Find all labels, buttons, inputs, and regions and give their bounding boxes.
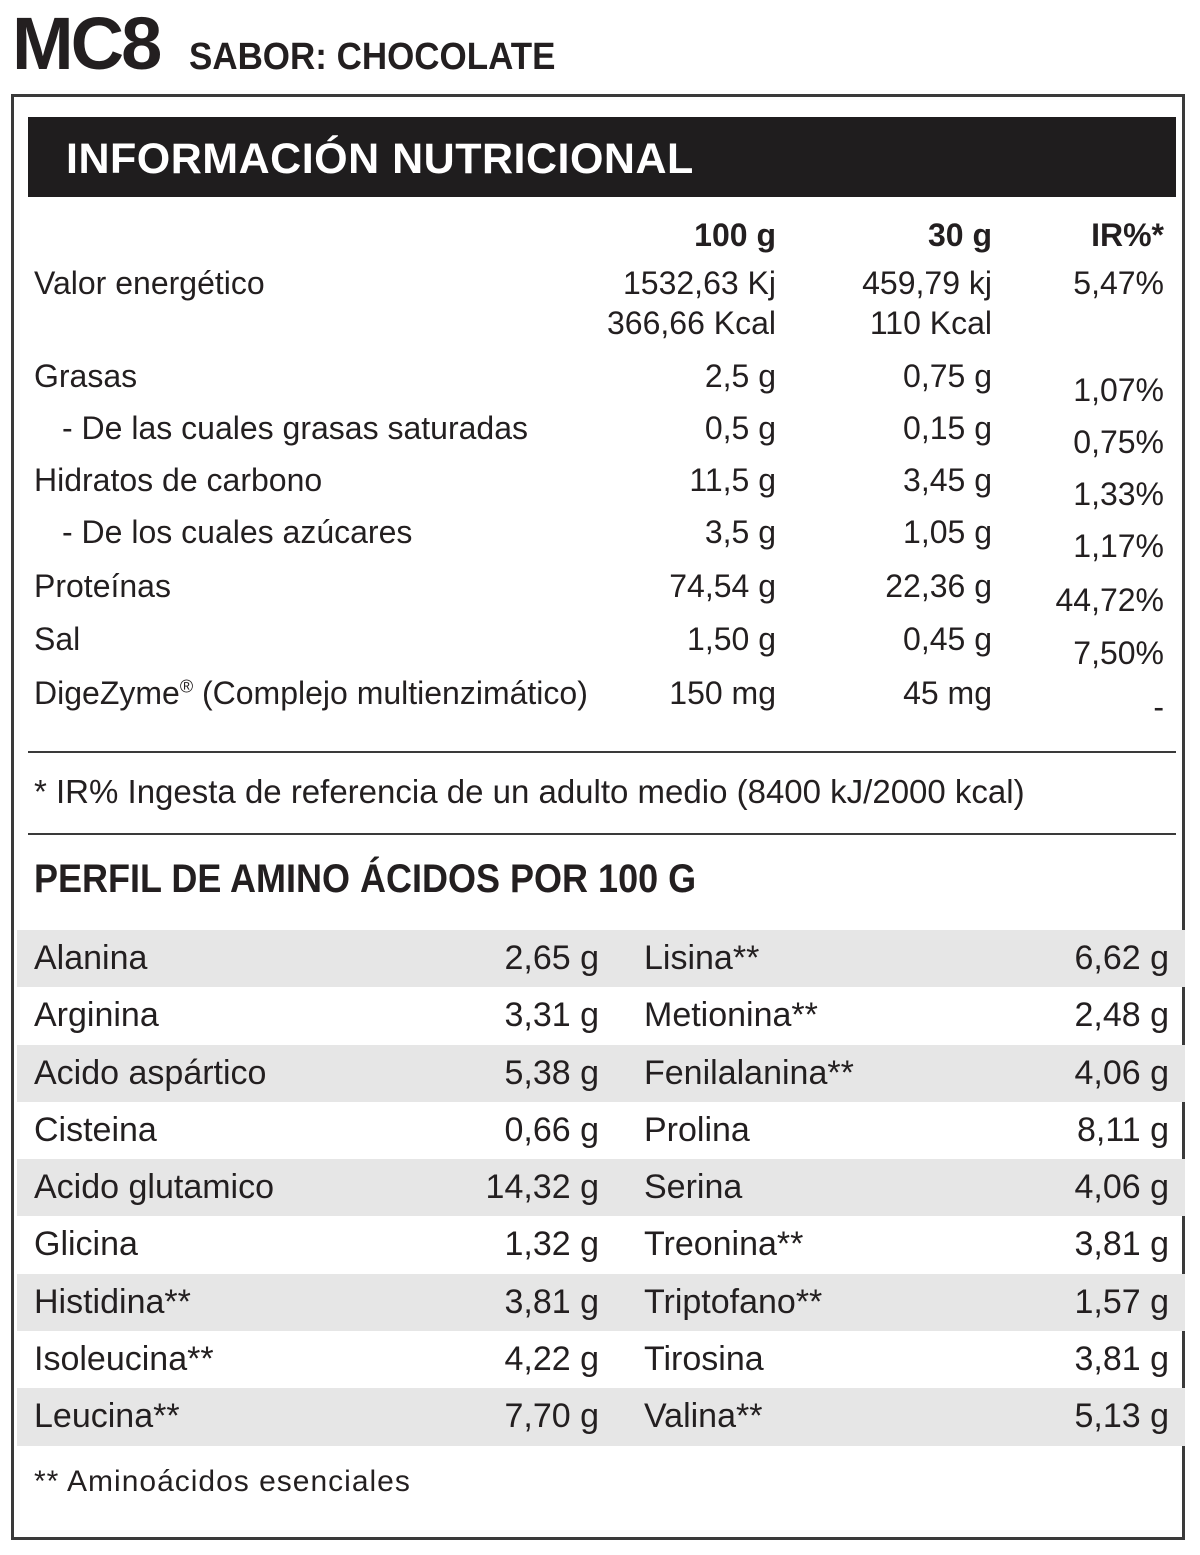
table-row: Acido aspártico 5,38 g Fenilalanina** 4,… [17, 1044, 1185, 1102]
amino-value: 1,57 g [1074, 1282, 1169, 1321]
nutrient-value-30g: 0,45 g [903, 621, 992, 657]
nutrient-ir: 44,72% [1055, 582, 1164, 618]
table-row: Histidina** 3,81 g Triptofano** 1,57 g [17, 1273, 1185, 1332]
nutrient-label: Valor energético [34, 265, 265, 301]
digezyme-name: DigeZyme [34, 675, 180, 711]
amino-value: 3,81 g [504, 1282, 599, 1321]
amino-value: 8,11 g [1076, 1110, 1169, 1149]
nutrient-value-30g: 22,36 g [885, 568, 992, 604]
amino-value: 0,66 g [504, 1110, 599, 1149]
nutrient-value-100g: 3,5 g [704, 514, 776, 550]
nutrient-sublabel: - De los cuales azúcares [62, 514, 413, 550]
nutrient-value-30g-kcal: 110 Kcal [869, 305, 992, 341]
table-row: Cisteina 0,66 g Prolina 8,11 g [17, 1102, 1185, 1159]
amino-name: Isoleucina** [34, 1340, 214, 1379]
nutrient-label: Proteínas [34, 568, 171, 604]
nutrient-label: Grasas [34, 358, 138, 394]
table-row: Glicina 1,32 g Treonina** 3,81 g [17, 1216, 1185, 1273]
nutrient-label: Hidratos de carbono [34, 462, 323, 498]
amino-name: Alanina [34, 939, 148, 977]
amino-value: 7,70 g [504, 1397, 599, 1436]
nutrient-sublabel: - De las cuales grasas saturadas [62, 410, 528, 446]
table-row: Arginina 3,31 g Metionina** 2,48 g [17, 987, 1185, 1044]
amino-name: Serina [644, 1168, 743, 1207]
nutrient-value-100g: 1532,63 Kj [622, 265, 776, 301]
nutrient-value-30g: 0,15 g [903, 410, 992, 446]
amino-name: Acido glutamico [34, 1168, 275, 1207]
nutrient-ir: 1,17% [1073, 528, 1164, 564]
amino-value: 4,06 g [1074, 1053, 1169, 1092]
nutrient-label: DigeZyme® (Complejo multienzimático) [34, 673, 588, 713]
amino-value: 5,38 g [504, 1053, 599, 1092]
nutrient-ir: 0,75% [1073, 424, 1164, 460]
amino-value: 14,32 g [485, 1168, 599, 1207]
nutrient-value-30g: 1,05 g [903, 514, 992, 550]
table-row: Leucina** 7,70 g Valina** 5,13 g [17, 1388, 1185, 1446]
divider [28, 751, 1176, 753]
column-header-100g: 100 g [694, 217, 776, 253]
amino-value: 1,32 g [504, 1225, 599, 1264]
nutrient-value-30g: 0,75 g [903, 358, 992, 394]
amino-acid-table: Alanina 2,65 g Lisina** 6,62 g Arginina … [17, 930, 1185, 1446]
amino-name: Treonina** [644, 1225, 804, 1264]
nutrient-value-30g: 459,79 kj [862, 265, 992, 301]
amino-value: 3,81 g [1074, 1340, 1169, 1379]
amino-name: Fenilalanina** [644, 1053, 854, 1092]
product-heading: MC8 SABOR: CHOCOLATE [12, 4, 588, 84]
nutrient-value-100g: 150 mg [669, 675, 776, 711]
nutrient-label: Sal [34, 621, 81, 657]
amino-name: Lisina** [644, 939, 760, 977]
amino-name: Acido aspártico [34, 1053, 267, 1092]
nutrient-value-30g: 45 mg [903, 675, 992, 711]
nutrient-ir: 7,50% [1073, 635, 1164, 671]
nutrient-ir: 1,07% [1073, 372, 1164, 408]
column-header-30g: 30 g [927, 217, 992, 253]
nutrient-ir: 1,33% [1073, 476, 1164, 512]
amino-value: 2,48 g [1074, 996, 1169, 1035]
divider [28, 833, 1176, 835]
amino-value: 4,06 g [1074, 1168, 1169, 1207]
table-row: Acido glutamico 14,32 g Serina 4,06 g [17, 1159, 1185, 1217]
digezyme-description: (Complejo multienzimático) [193, 675, 588, 711]
amino-name: Cisteina [34, 1110, 157, 1149]
amino-title: PERFIL DE AMINO ÁCIDOS POR 100 G [34, 857, 697, 901]
amino-name: Triptofano** [644, 1282, 823, 1321]
nutrient-value-100g-kcal: 366,66 Kcal [606, 305, 776, 341]
amino-value: 6,62 g [1074, 939, 1169, 977]
nutrient-value-100g: 2,5 g [704, 358, 776, 394]
amino-name: Arginina [34, 996, 159, 1035]
nutrient-value-100g: 74,54 g [669, 568, 776, 604]
nutrient-ir: 5,47% [1073, 265, 1164, 301]
nutrient-value-100g: 1,50 g [687, 621, 776, 657]
amino-value: 3,81 g [1074, 1225, 1169, 1264]
table-row: Alanina 2,65 g Lisina** 6,62 g [17, 930, 1185, 988]
amino-name: Tirosina [644, 1340, 764, 1379]
nutrient-value-100g: 11,5 g [689, 462, 776, 498]
nutrient-value-100g: 0,5 g [704, 410, 776, 446]
amino-value: 4,22 g [504, 1340, 599, 1379]
product-name: MC8 [12, 2, 162, 85]
amino-value: 3,31 g [504, 996, 599, 1035]
column-header-ir: IR%* [1091, 217, 1164, 253]
table-row: Isoleucina** 4,22 g Tirosina 3,81 g [17, 1331, 1185, 1388]
nutrient-value-30g: 3,45 g [903, 462, 992, 498]
nutrition-header-bar: INFORMACIÓN NUTRICIONAL [28, 117, 1176, 197]
amino-name: Metionina** [644, 996, 818, 1035]
flavor-label: SABOR: CHOCOLATE [189, 36, 556, 78]
amino-value: 5,13 g [1074, 1397, 1169, 1436]
amino-name: Leucina** [34, 1397, 180, 1436]
amino-name: Glicina [34, 1225, 138, 1264]
ir-footnote: * IR% Ingesta de referencia de un adulto… [34, 773, 1025, 810]
nutrient-ir: - [1153, 689, 1164, 725]
amino-value: 2,65 g [504, 939, 599, 977]
amino-name: Histidina** [34, 1282, 191, 1321]
essential-amino-footnote: ** Aminoácidos esenciales [34, 1465, 411, 1498]
nutrition-title: INFORMACIÓN NUTRICIONAL [66, 135, 694, 183]
nutrition-label-frame: INFORMACIÓN NUTRICIONAL 100 g 30 g IR%* … [11, 94, 1185, 1540]
registered-mark: ® [179, 676, 194, 697]
amino-name: Prolina [644, 1110, 750, 1149]
amino-name: Valina** [644, 1397, 763, 1436]
